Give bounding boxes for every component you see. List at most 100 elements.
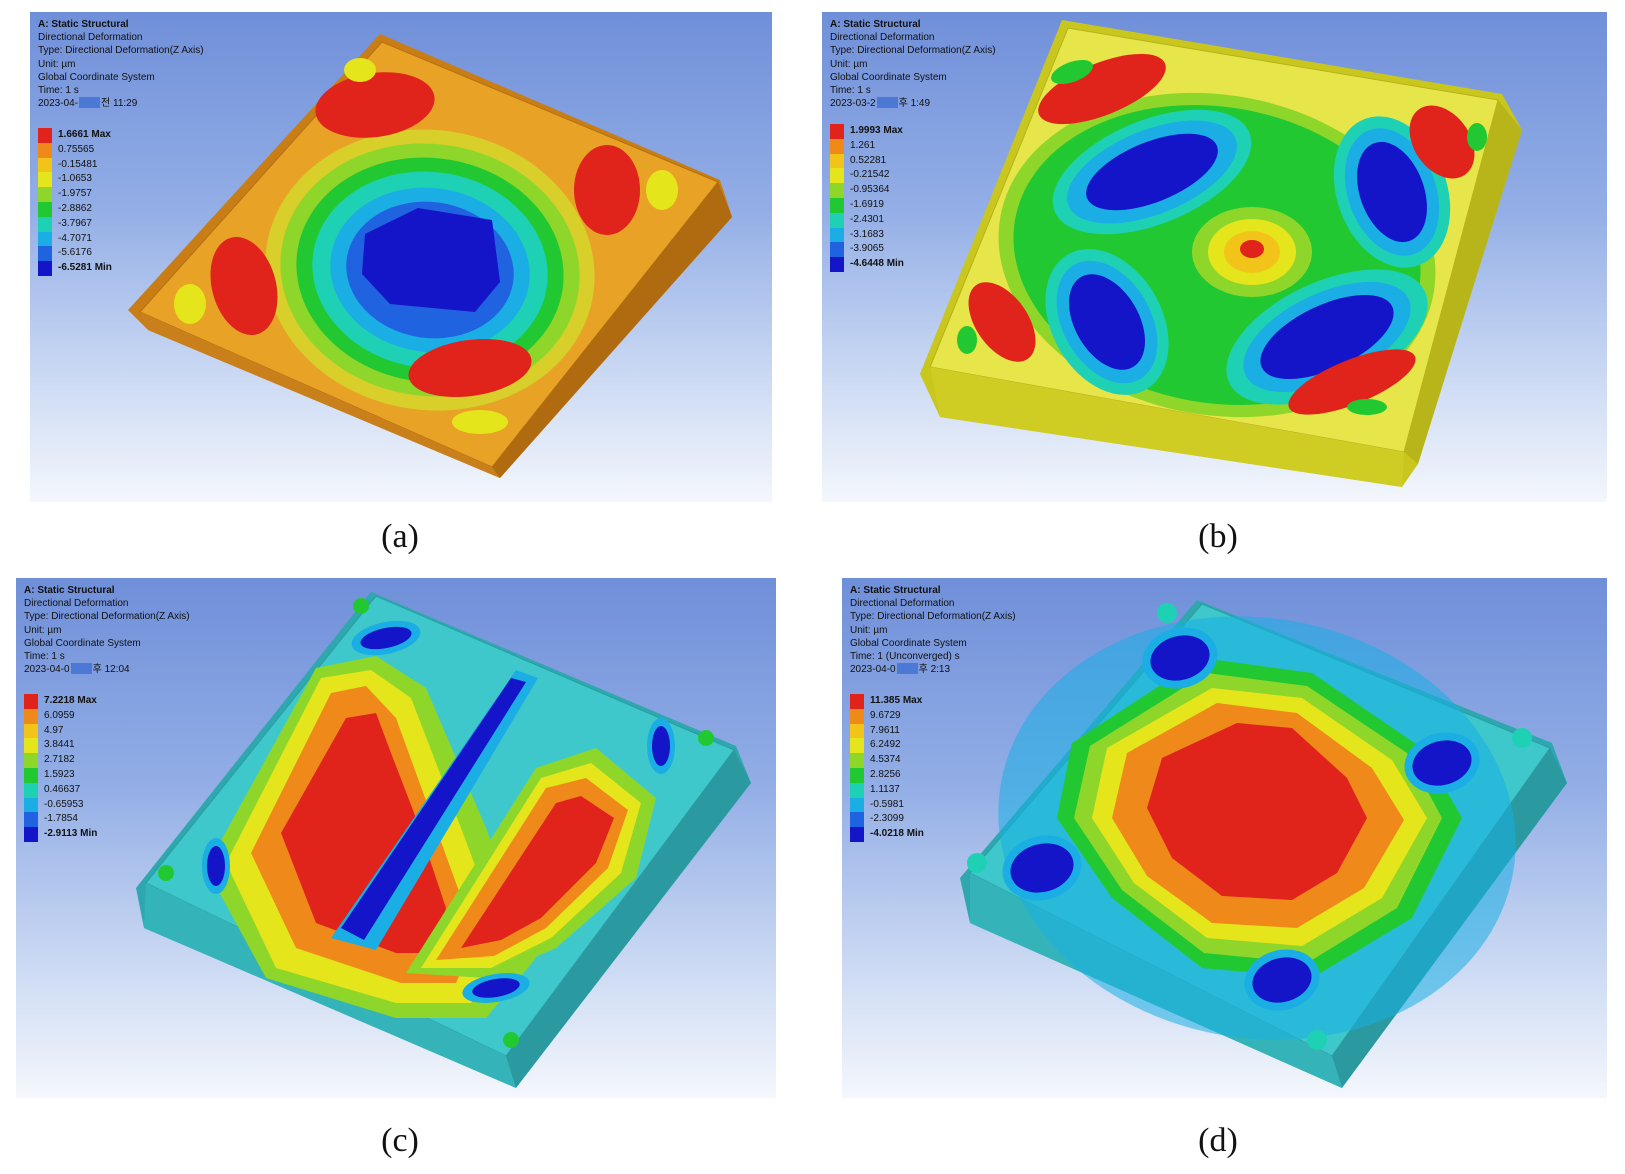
legend-label: 2.7182 [44, 754, 75, 766]
time-value: Time: 1 s [38, 85, 79, 97]
timestamp-suffix: 후 12:04 [92, 664, 130, 676]
result-unit: Unit: µm [24, 624, 62, 636]
legend-swatch [38, 187, 52, 202]
legend-swatch [38, 142, 52, 158]
legend-swatch [24, 812, 38, 828]
legend-label-max: 11.385 Max [870, 695, 923, 706]
legend-label: -1.6919 [850, 198, 884, 210]
analysis-title: A: Static Structural [38, 19, 129, 30]
caption-c: (c) [381, 1122, 419, 1159]
timestamp-prefix: 2023-04-0 [24, 664, 70, 676]
legend-swatch [38, 201, 52, 217]
legend-label: -0.21542 [850, 169, 890, 181]
legend-swatch [850, 753, 864, 768]
timestamp-suffix: 후 1:49 [898, 98, 931, 110]
plate-c [136, 592, 751, 1088]
legend-swatch [24, 797, 38, 813]
legend-swatch [38, 128, 52, 143]
legend-swatch [830, 197, 844, 213]
panel-b: A: Static Structural Directional Deforma… [822, 12, 1607, 502]
legend-swatch [830, 153, 844, 169]
legend-label: -1.7854 [44, 813, 78, 825]
legend-label: -2.4301 [850, 213, 884, 225]
timestamp-suffix: 전 11:29 [101, 98, 138, 110]
info-block-b: A: Static Structural Directional Deforma… [830, 18, 996, 110]
legend-swatch [830, 168, 844, 184]
info-block-c: A: Static Structural Directional Deforma… [24, 584, 190, 676]
legend-swatch [24, 694, 38, 709]
timestamp: 2023-04-0 후 12:04 [24, 663, 190, 676]
caption-letter: d [1209, 1122, 1227, 1159]
legend-swatch [38, 216, 52, 232]
timestamp-prefix: 2023-04-0 [850, 664, 896, 676]
legend-label: 4.5374 [870, 754, 901, 766]
legend-label-max: 1.6661 Max [58, 129, 111, 140]
result-unit: Unit: µm [38, 58, 76, 70]
caption-letter: a [392, 518, 408, 555]
legend-swatch [830, 183, 844, 198]
caption-b: (b) [1198, 518, 1238, 555]
legend-label: -5.6176 [58, 247, 92, 259]
panel-c: A: Static Structural Directional Deforma… [16, 578, 776, 1098]
legend-label: 4.97 [44, 724, 64, 736]
legend-swatch [24, 827, 38, 842]
legend-swatch [850, 827, 864, 842]
viewport-b[interactable]: A: Static Structural Directional Deforma… [822, 12, 1607, 502]
legend-label-max: 1.9993 Max [850, 125, 903, 136]
legend-swatch [24, 767, 38, 783]
legend-label: -4.7071 [58, 232, 92, 244]
legend-swatch [830, 138, 844, 154]
legend-label: -1.0653 [58, 173, 92, 185]
result-type: Type: Directional Deformation(Z Axis) [850, 611, 1016, 623]
legend-swatch [850, 782, 864, 798]
coordinate-system: Global Coordinate System [38, 71, 155, 83]
analysis-title: A: Static Structural [830, 19, 921, 30]
legend-label-min: -4.6448 Min [850, 258, 904, 270]
legend-label: -0.95364 [850, 184, 890, 196]
legend-label-min: -2.9113 Min [44, 828, 98, 840]
legend-swatch [830, 242, 844, 258]
viewport-d[interactable]: A: Static Structural Directional Deforma… [842, 578, 1607, 1098]
result-type: Type: Directional Deformation(Z Axis) [38, 45, 204, 57]
viewport-c[interactable]: A: Static Structural Directional Deforma… [16, 578, 776, 1098]
legend-swatch [38, 172, 52, 188]
legend-label: 7.9611 [870, 724, 900, 736]
result-type: Type: Directional Deformation(Z Axis) [830, 45, 996, 57]
legend-label: -2.8862 [58, 202, 92, 214]
legend-swatch [38, 231, 52, 247]
legend-label: -1.9757 [58, 188, 92, 200]
caption-a: (a) [381, 518, 419, 555]
legend-swatch [830, 212, 844, 228]
legend-label: -3.1683 [850, 228, 884, 240]
legend-swatch [850, 694, 864, 709]
caption-letter: c [392, 1122, 408, 1159]
legend-label: 0.46637 [44, 783, 81, 795]
legend-swatch [24, 738, 38, 754]
legend-label-min: -4.0218 Min [870, 828, 924, 840]
legend-swatch [38, 157, 52, 173]
timestamp-suffix: 후 2:13 [918, 664, 951, 676]
legend-swatch [850, 812, 864, 828]
time-value: Time: 1 s [24, 651, 65, 663]
legend-swatch [850, 723, 864, 739]
timestamp: 2023-04-0 후 2:13 [850, 663, 1016, 676]
redaction-box [70, 663, 92, 675]
legend-label: 1.5923 [44, 768, 75, 780]
timestamp: 2023-03-2 후 1:49 [830, 97, 996, 110]
legend-label: 6.0959 [44, 709, 75, 721]
plate-b [920, 20, 1522, 487]
caption-letter: b [1209, 518, 1227, 555]
viewport-a[interactable]: A: Static Structural Directional Deforma… [30, 12, 772, 502]
analysis-title: A: Static Structural [850, 585, 941, 596]
plate-a [128, 34, 732, 478]
redaction-box [896, 663, 918, 675]
panel-a: A: Static Structural Directional Deforma… [30, 12, 772, 502]
coordinate-system: Global Coordinate System [24, 637, 141, 649]
result-name: Directional Deformation [850, 598, 955, 610]
redaction-box [876, 97, 898, 109]
result-unit: Unit: µm [850, 624, 888, 636]
legend-swatch [24, 753, 38, 768]
legend-label: -0.5981 [870, 798, 904, 810]
info-block-a: A: Static Structural Directional Deforma… [38, 18, 204, 110]
redaction-box [79, 97, 101, 109]
